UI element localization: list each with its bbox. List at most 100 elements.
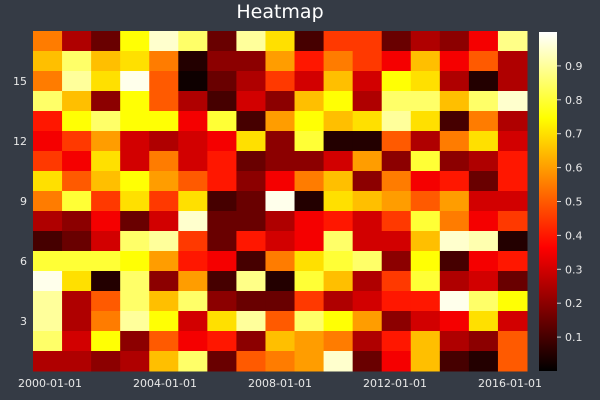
heatmap-cell	[323, 311, 354, 332]
heatmap-cell	[352, 71, 383, 92]
heatmap-cell	[120, 171, 150, 192]
colorbar-tick-label: 0.3	[565, 263, 583, 276]
heatmap-cell	[178, 71, 208, 92]
heatmap-cell	[120, 331, 150, 352]
heatmap-cell	[294, 131, 325, 152]
y-axis-ticks: 3 6 9 12 15	[13, 75, 27, 328]
heatmap-cell	[120, 351, 150, 372]
heatmap-cell	[236, 111, 266, 132]
heatmap-cell	[178, 311, 208, 332]
colorbar-ticks: 0.1 0.2 0.3 0.4 0.5 0.6 0.7 0.8 0.9	[557, 60, 583, 344]
heatmap-cell	[149, 231, 179, 252]
heatmap-cell	[236, 151, 266, 172]
heatmap-cell	[497, 131, 528, 152]
heatmap-cell	[178, 151, 208, 172]
heatmap-cell	[468, 51, 499, 72]
heatmap-cell	[468, 271, 499, 292]
heatmap-cell	[294, 51, 325, 72]
heatmap-cell	[236, 331, 266, 352]
heatmap-cell	[497, 51, 528, 72]
heatmap-cell	[236, 171, 266, 192]
heatmap-cell	[120, 131, 150, 152]
y-tick-label: 6	[20, 255, 27, 268]
heatmap-cell	[62, 151, 92, 172]
heatmap-cell	[497, 151, 528, 172]
heatmap-cell	[91, 191, 121, 212]
heatmap-cell	[352, 191, 383, 212]
heatmap-cell	[468, 111, 499, 132]
heatmap-cell	[33, 311, 63, 332]
heatmap-cell	[178, 51, 208, 72]
heatmap-cell	[439, 111, 470, 132]
heatmap-cell	[323, 91, 354, 112]
heatmap-cell	[149, 171, 179, 192]
heatmap-cell	[468, 351, 499, 372]
heatmap-cell	[33, 31, 63, 52]
heatmap-cell	[381, 191, 412, 212]
heatmap-cell	[62, 311, 92, 332]
y-tick-label: 3	[20, 315, 27, 328]
heatmap-cell	[120, 271, 150, 292]
heatmap-cell	[33, 111, 63, 132]
heatmap-cell	[468, 131, 499, 152]
heatmap-cell	[236, 51, 266, 72]
heatmap-cell	[265, 91, 296, 112]
heatmap-cell	[265, 171, 296, 192]
heatmap-cell	[352, 311, 383, 332]
heatmap-cell	[294, 171, 325, 192]
colorbar-tick-label: 0.6	[565, 162, 583, 175]
heatmap-cell	[381, 351, 412, 372]
heatmap-cell	[352, 291, 383, 312]
heatmap-cell	[265, 351, 296, 372]
heatmap-cell	[207, 171, 237, 192]
heatmap-cell	[62, 291, 92, 312]
heatmap-cell	[497, 271, 528, 292]
heatmap-cell	[265, 331, 296, 352]
heatmap-cell	[120, 211, 150, 232]
heatmap-cell	[236, 271, 266, 292]
heatmap-cell	[33, 351, 63, 372]
heatmap-cell	[265, 111, 296, 132]
heatmap-cell	[468, 151, 499, 172]
heatmap-cell	[149, 211, 179, 232]
heatmap-cell	[120, 71, 150, 92]
heatmap-cell	[294, 271, 325, 292]
heatmap-cell	[381, 91, 412, 112]
heatmap-cell	[236, 31, 266, 52]
heatmap-cell	[497, 291, 528, 312]
heatmap-cell	[381, 231, 412, 252]
heatmap-cell	[410, 291, 441, 312]
heatmap-cell	[468, 91, 499, 112]
heatmap-cell	[120, 251, 150, 272]
x-tick-label: 2012-01-01	[363, 377, 427, 390]
heatmap-cell	[62, 171, 92, 192]
heatmap-cell	[149, 71, 179, 92]
heatmap-cell	[91, 31, 121, 52]
heatmap-cell	[439, 351, 470, 372]
heatmap-cell	[207, 111, 237, 132]
heatmap-cell	[149, 151, 179, 172]
heatmap-cell	[468, 211, 499, 232]
heatmap-cell	[120, 151, 150, 172]
heatmap-cell	[178, 331, 208, 352]
heatmap-cell	[323, 211, 354, 232]
colorbar-tick-label: 0.2	[565, 297, 583, 310]
heatmap-cell	[207, 211, 237, 232]
heatmap-cell	[207, 331, 237, 352]
heatmap-cell	[265, 211, 296, 232]
heatmap-cell	[178, 351, 208, 372]
heatmap-cell	[265, 191, 296, 212]
y-tick-label: 15	[13, 75, 27, 88]
heatmap-cell	[120, 191, 150, 212]
heatmap-cell	[265, 31, 296, 52]
heatmap-cell	[439, 171, 470, 192]
heatmap-cell	[207, 151, 237, 172]
heatmap-cell	[323, 131, 354, 152]
heatmap-cell	[207, 351, 237, 372]
heatmap-cell	[381, 151, 412, 172]
heatmap-cell	[323, 351, 354, 372]
heatmap-cell	[62, 111, 92, 132]
heatmap-cell	[178, 251, 208, 272]
heatmap-cell	[265, 271, 296, 292]
heatmap-cell	[323, 331, 354, 352]
